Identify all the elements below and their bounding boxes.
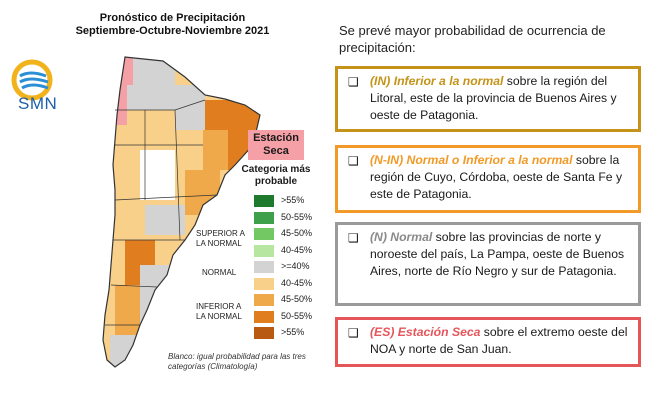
legend-swatch — [253, 276, 275, 291]
box-inferior-tag: (IN) Inferior a la normal — [370, 74, 504, 88]
legend-group-inferior: INFERIOR A LA NORMAL — [196, 302, 242, 321]
legend-swatch — [253, 293, 275, 307]
map-title-line1: Pronóstico de Precipitación — [99, 12, 246, 24]
legend-swatch — [253, 309, 275, 324]
legend-item: 45-50% — [253, 293, 323, 307]
box-estacion-seca: ❑ (ES) Estación Seca sobre el extremo oe… — [335, 317, 641, 367]
legend-item: >55% — [253, 326, 323, 340]
legend-label: >55% — [281, 195, 305, 205]
legend-item: 40-45% — [253, 243, 323, 258]
legend-swatch — [253, 210, 275, 225]
checkbox-bullet-icon: ❑ — [348, 154, 359, 168]
legend-label: 45-50% — [281, 294, 313, 304]
box-estacion-seca-text: (ES) Estación Seca sobre el extremo oest… — [370, 324, 630, 358]
box-estacion-seca-tag: (ES) Estación Seca — [370, 325, 481, 339]
legend-label: 50-55% — [281, 211, 313, 222]
box-normal-inferior-tag: (N-IN) Normal o Inferior a la normal — [370, 153, 573, 167]
map-title-line2: Septiembre-Octubre-Noviembre 2021 — [75, 25, 270, 37]
legend-swatch — [253, 260, 275, 274]
box-inferior: ❑ (IN) Inferior a la normal sobre la reg… — [335, 66, 641, 132]
legend-label: >=40% — [281, 261, 310, 271]
legend-item: >55% — [253, 194, 323, 208]
box-normal-text: (N) Normal sobre las provincias de norte… — [370, 229, 630, 280]
box-normal-body: sobre las provincias de norte y noroeste… — [370, 230, 625, 278]
checkbox-bullet-icon: ❑ — [348, 75, 359, 89]
box-normal-inferior-text: (N-IN) Normal o Inferior a la normal sob… — [370, 152, 630, 203]
smn-logo-icon — [11, 59, 53, 101]
legend-label: 40-45% — [281, 277, 313, 288]
box-normal-tag: (N) Normal — [370, 230, 433, 244]
legend-swatch — [253, 227, 275, 241]
legend-label: >55% — [281, 327, 305, 337]
intro-text: Se prevé mayor probabilidad de ocurrenci… — [339, 23, 606, 55]
map-title: Pronóstico de Precipitación Septiembre-O… — [60, 12, 285, 38]
legend-label: 45-50% — [281, 228, 313, 238]
box-normal-inferior: ❑ (N-IN) Normal o Inferior a la normal s… — [335, 145, 641, 213]
box-inferior-body: sobre la región del Litoral, este de la … — [370, 74, 617, 122]
legend-swatch — [253, 194, 275, 208]
map-panel: Pronóstico de Precipitación Septiembre-O… — [0, 0, 325, 406]
box-estacion-seca-body: sobre el extremo oeste del NOA y norte d… — [370, 325, 628, 356]
legend-item: 40-45% — [253, 276, 323, 291]
legend-swatch — [253, 243, 275, 258]
legend-label: 40-45% — [281, 244, 313, 255]
legend-group-normal: NORMAL — [202, 268, 237, 277]
legend-swatch — [253, 326, 275, 340]
argentina-map — [102, 56, 261, 368]
estacion-seca-label: Estación Seca — [248, 130, 304, 160]
box-inferior-text: (IN) Inferior a la normal sobre la regió… — [370, 73, 630, 124]
legend-item: 50-55% — [253, 309, 323, 324]
checkbox-bullet-icon: ❑ — [348, 326, 359, 340]
box-normal-inferior-body: sobre la región de Cuyo, Córdoba, oeste … — [370, 153, 623, 201]
legend-title: Categoria más probable — [241, 164, 311, 187]
legend-item: >=40% — [253, 260, 323, 274]
legend-label: 50-55% — [281, 310, 313, 321]
logo-text: SMN — [18, 94, 58, 113]
checkbox-bullet-icon: ❑ — [348, 231, 359, 245]
box-normal: ❑ (N) Normal sobre las provincias de nor… — [335, 222, 641, 306]
legend-group-superior: SUPERIOR A LA NORMAL — [196, 229, 245, 248]
legend-item: 50-55% — [253, 210, 323, 225]
legend-item: 45-50% — [253, 227, 323, 241]
map-footnote: Blanco: igual probabilidad para las tres… — [168, 352, 306, 371]
text-panel: Se prevé mayor probabilidad de ocurrenci… — [325, 0, 655, 406]
